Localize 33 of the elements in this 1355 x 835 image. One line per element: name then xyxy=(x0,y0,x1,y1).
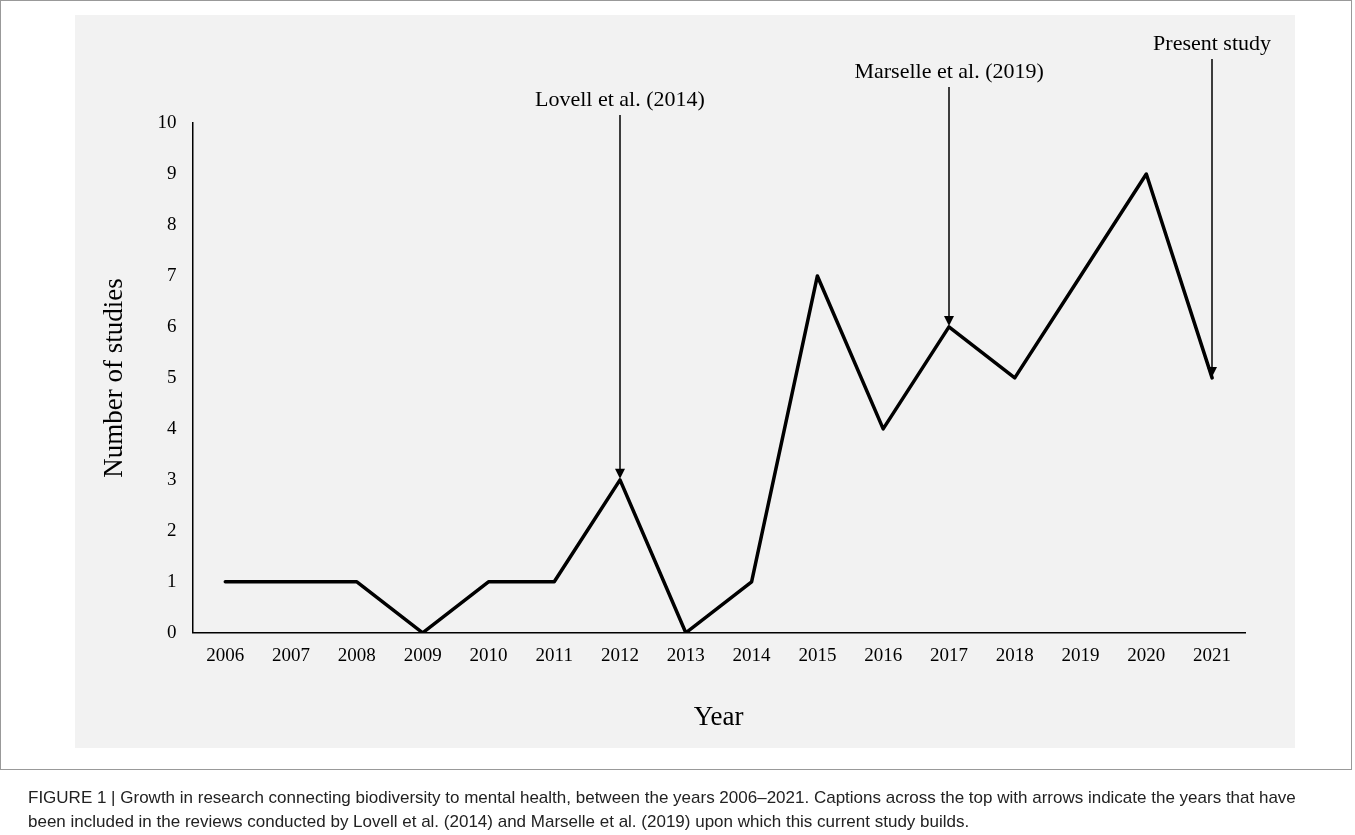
x-tick-label: 2015 xyxy=(798,644,837,666)
x-tick-label: 2017 xyxy=(929,644,968,666)
y-tick-label: 9 xyxy=(166,161,177,183)
y-tick-label: 0 xyxy=(166,620,177,642)
x-tick-label: 2016 xyxy=(864,644,903,666)
x-tick-label: 2008 xyxy=(337,644,376,666)
x-tick-label: 2012 xyxy=(601,644,640,666)
y-tick-label: 10 xyxy=(157,110,177,132)
y-axis-title: Number of studies xyxy=(98,278,129,478)
x-tick-label: 2013 xyxy=(666,644,705,666)
x-tick-label: 2019 xyxy=(1061,644,1100,666)
x-tick-label: 2007 xyxy=(272,644,311,666)
caption: FIGURE 1 | Growth in research connecting biodiversity to mental health, between the years 2006–2021. Captions across the top with arrows indicate the years that have been included in the reviews conducted by Lovell et al. (2014) and Marselle et al. (2019) upon which this current study builds. xyxy=(28,787,1297,833)
annotation: Lovell et al. (2014) xyxy=(535,86,705,111)
y-tick-label: 3 xyxy=(166,467,177,489)
x-tick-label: 2020 xyxy=(1127,644,1166,666)
y-tick-label: 8 xyxy=(166,212,177,234)
x-tick-label: 2018 xyxy=(995,644,1034,666)
x-tick-label: 2021 xyxy=(1193,644,1232,666)
y-tick-label: 5 xyxy=(166,365,177,387)
annotation: Present study xyxy=(1153,30,1272,55)
y-tick-label: 6 xyxy=(166,314,177,336)
x-tick-label: 2014 xyxy=(732,644,772,666)
x-tick-label: 2010 xyxy=(469,644,508,666)
y-tick-label: 1 xyxy=(166,569,177,591)
x-axis-title: Year xyxy=(693,700,744,731)
annotation: Marselle et al. (2019) xyxy=(854,58,1044,83)
y-tick-label: 2 xyxy=(166,518,177,540)
x-tick-label: 2009 xyxy=(403,644,442,666)
y-tick-label: 4 xyxy=(166,416,177,438)
y-tick-label: 7 xyxy=(166,263,177,285)
x-tick-label: 2006 xyxy=(206,644,245,666)
x-tick-label: 2011 xyxy=(535,644,573,666)
